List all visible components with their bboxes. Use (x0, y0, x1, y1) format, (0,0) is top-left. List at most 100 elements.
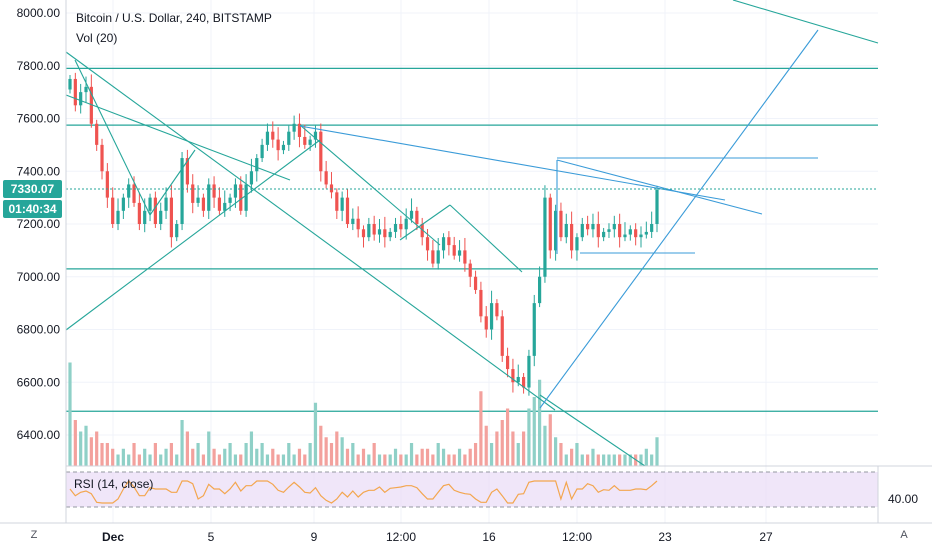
candle-body (324, 171, 328, 185)
volume-bar (570, 448, 574, 466)
volume-bar (521, 431, 526, 466)
candle-body (468, 263, 472, 277)
auto-scale-button[interactable]: A (900, 529, 908, 541)
candle-body (634, 229, 638, 238)
candle-body (516, 376, 520, 383)
volume-bar (185, 431, 190, 466)
candle-body (591, 224, 595, 230)
candle-body (367, 224, 371, 238)
candle-body (217, 197, 222, 211)
volume-bar (489, 443, 494, 466)
volume-bar (554, 437, 558, 466)
volume-bar (313, 402, 318, 466)
volume-bar (297, 448, 302, 466)
candle-body (511, 369, 515, 383)
candle-body (335, 192, 339, 211)
volume-bar (100, 443, 104, 466)
candle-body (356, 218, 360, 230)
volume-bar (511, 431, 515, 466)
volume-bar (473, 443, 478, 466)
price-tick-label: 7600.00 (17, 112, 61, 126)
candle-body (596, 224, 600, 238)
volume-bar (580, 454, 584, 466)
candle-body (207, 184, 211, 211)
candle-body (79, 92, 83, 106)
trendline (449, 204, 523, 273)
price-tick-label: 7200.00 (17, 217, 61, 231)
candle-body (489, 303, 494, 330)
volume-bar (153, 443, 157, 466)
volume-bar (276, 454, 280, 466)
candle-body (116, 210, 120, 224)
candle-body (441, 237, 446, 251)
candle-body (570, 224, 574, 251)
volume-bar (79, 431, 83, 466)
candle-body (409, 210, 414, 219)
volume-bar (324, 437, 328, 466)
symbol-title: Bitcoin / U.S. Dollar, 240, BITSTAMP (76, 11, 272, 25)
volume-bar (591, 448, 595, 466)
volume-bar (351, 443, 355, 466)
volume-bar (164, 448, 168, 466)
candle-body (329, 184, 334, 193)
candle-body (180, 158, 184, 224)
candle-body (612, 224, 616, 230)
volume-bar (95, 431, 99, 466)
volume-bar (607, 454, 611, 466)
volume-bar (111, 448, 115, 466)
volume-bar (404, 454, 408, 466)
candle-body (132, 184, 136, 203)
main-pane[interactable] (66, 0, 878, 466)
rsi-band (66, 472, 878, 507)
candle-body (623, 234, 627, 238)
candle-body (303, 136, 307, 145)
candle-body (618, 224, 622, 238)
trendline (299, 125, 726, 201)
candle-body (383, 229, 387, 238)
trendline (732, 0, 879, 44)
candle-body (393, 224, 398, 232)
volume-bar (436, 443, 440, 466)
volume-bar (372, 443, 376, 466)
candle-body (287, 131, 291, 145)
candle-body (537, 276, 542, 304)
candle-body (340, 197, 344, 211)
volume-bar (239, 454, 243, 466)
volume-bar (345, 448, 350, 466)
volume-bar (559, 443, 563, 466)
volume-bar (596, 454, 600, 466)
candle-body (201, 197, 206, 211)
volume-bar (249, 431, 254, 466)
time-tick-label: Dec (102, 530, 124, 544)
price-axis[interactable]: 8000.00 7800.00 7600.00 7400.00 7200.00 7000.… (17, 6, 61, 442)
trendline (74, 59, 151, 216)
volume-bar (105, 443, 109, 466)
chart-legend: Bitcoin / U.S. Dollar, 240, BITSTAMP Vol… (76, 8, 272, 48)
volume-bar (143, 448, 147, 466)
volume-bar (175, 454, 179, 466)
volume-bar (377, 454, 382, 466)
volume-bar (121, 448, 125, 466)
candle-body (255, 158, 259, 172)
volume-bar (457, 448, 462, 466)
candle-body (244, 184, 248, 211)
candle-body (292, 123, 296, 132)
candle-body (313, 131, 318, 140)
candle-body (297, 123, 302, 137)
horizontal-levels (66, 67, 878, 412)
candle-body (164, 197, 168, 211)
volume-bar (447, 454, 451, 466)
candle-body (575, 237, 579, 251)
volume-bar (137, 454, 141, 466)
candle-body (644, 231, 648, 235)
time-axis[interactable]: Dec 5 9 12:00 16 12:00 23 27 (102, 530, 773, 544)
price-tick-label: 7000.00 (17, 270, 61, 284)
time-tick-label: 12:00 (562, 530, 592, 544)
zoom-button[interactable]: Z (30, 529, 38, 541)
volume-bar (308, 443, 312, 466)
trendlines[interactable] (65, 0, 879, 467)
volume-bar (409, 443, 414, 466)
volume-bar (148, 454, 152, 466)
volume-bar (207, 431, 211, 466)
